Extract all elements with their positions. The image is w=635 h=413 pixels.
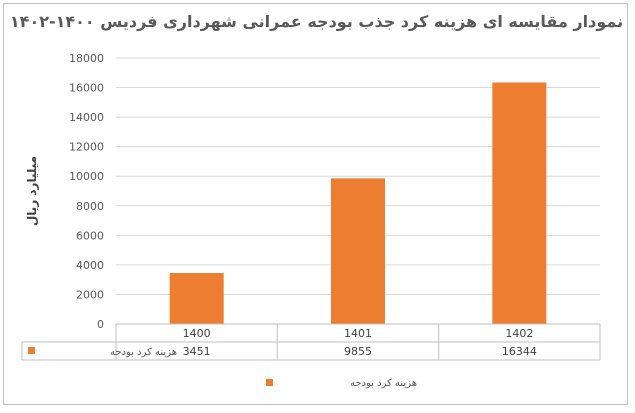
y-tick-label: 0 — [97, 318, 104, 331]
data-value-label: 9855 — [344, 345, 372, 358]
y-tick-label: 2000 — [76, 288, 104, 301]
y-tick-label: 18000 — [69, 52, 104, 65]
y-axis-label: میلیارد ریال — [25, 156, 39, 226]
data-value-label: 3451 — [183, 345, 211, 358]
table-series-swatch — [28, 347, 35, 354]
y-tick-label: 14000 — [69, 111, 104, 124]
y-tick-label: 16000 — [69, 82, 104, 95]
table-series-label: هزینه کرد بودجه — [110, 347, 177, 358]
x-tick-label: 1402 — [505, 327, 533, 340]
y-tick-label: 6000 — [76, 229, 104, 242]
chart-title: نمودار مقایسه ای هزینه کرد جذب بودجه عمر… — [9, 12, 624, 31]
y-tick-label: 8000 — [76, 200, 104, 213]
bar-1401 — [331, 178, 385, 324]
data-value-label: 16344 — [502, 345, 537, 358]
bar-1402 — [492, 82, 547, 324]
legend-label: هزینه کرد بودجه — [350, 378, 417, 389]
x-tick-label: 1401 — [344, 327, 372, 340]
y-tick-label: 4000 — [76, 259, 104, 272]
legend-swatch — [266, 379, 273, 386]
y-tick-label: 12000 — [69, 141, 104, 154]
bar-1400 — [169, 273, 224, 324]
x-tick-label: 1400 — [183, 327, 211, 340]
y-tick-label: 10000 — [69, 170, 104, 183]
